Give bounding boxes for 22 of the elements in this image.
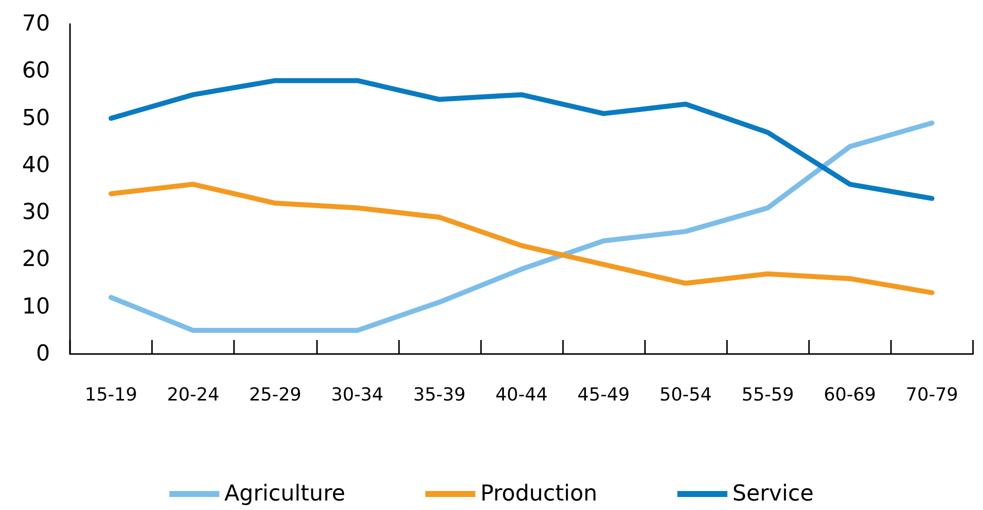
x-tick-label: 45-49 <box>577 384 630 406</box>
x-tick-label: 70-79 <box>906 384 958 406</box>
x-tick-label: 60-69 <box>824 384 876 406</box>
y-tick-label: 30 <box>22 200 50 226</box>
x-tick-label: 30-34 <box>331 384 384 406</box>
y-tick-label: 50 <box>22 106 50 131</box>
x-tick-label: 35-39 <box>413 384 466 406</box>
x-tick-label: 25-29 <box>249 384 302 406</box>
y-tick-label: 40 <box>22 152 50 178</box>
x-tick-label: 55-59 <box>742 384 794 406</box>
x-tick-label: 15-19 <box>84 384 138 406</box>
legend-label: Service <box>732 482 814 506</box>
x-tick-label: 50-54 <box>660 384 712 406</box>
y-tick-label: 60 <box>22 58 50 84</box>
y-tick-label: 10 <box>22 294 50 320</box>
x-tick-label: 40-44 <box>495 384 548 406</box>
y-tick-label: 70 <box>22 12 50 36</box>
x-tick-label: 20-24 <box>166 384 220 406</box>
legend-label: Agriculture <box>224 482 346 506</box>
y-tick-label: 0 <box>36 342 50 366</box>
y-tick-label: 20 <box>22 247 50 272</box>
legend-label: Production <box>480 482 598 506</box>
